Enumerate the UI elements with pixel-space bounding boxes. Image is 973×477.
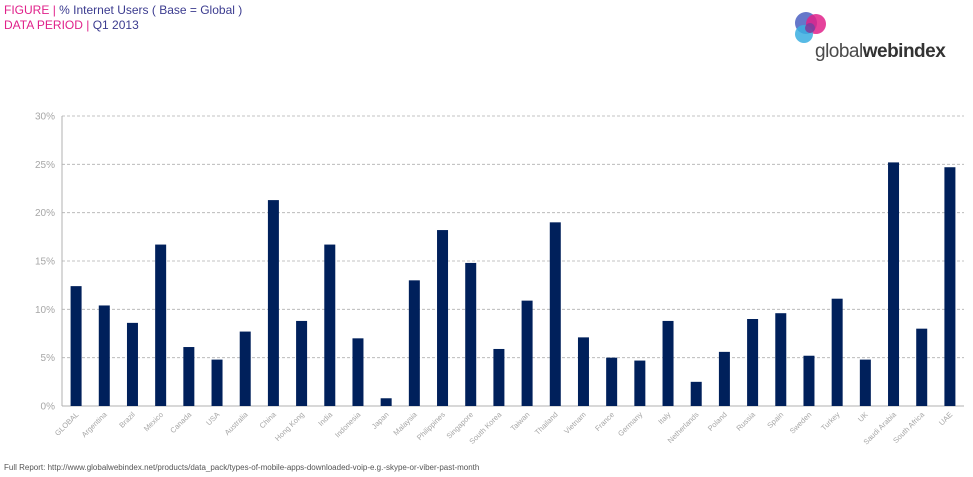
bar xyxy=(352,338,364,406)
bar xyxy=(296,320,308,406)
x-tick-label: Taiwan xyxy=(509,410,532,433)
bar xyxy=(606,357,618,406)
bar xyxy=(408,280,420,406)
bar xyxy=(577,337,589,406)
globalwebindex-logo: globalwebindex xyxy=(793,8,968,68)
x-tick-label: Russia xyxy=(734,409,757,432)
x-tick-label: Philippines xyxy=(415,410,447,442)
bar xyxy=(747,319,759,406)
x-tick-label: Australia xyxy=(223,409,251,437)
logo-circles-icon xyxy=(795,12,826,43)
bar xyxy=(155,244,167,406)
period-text: Q1 2013 xyxy=(92,18,139,32)
logo-wordmark: globalwebindex xyxy=(815,41,946,63)
x-tick-label: Canada xyxy=(168,409,194,435)
bar xyxy=(493,348,505,406)
chart-header: FIGURE | % Internet Users ( Base = Globa… xyxy=(4,3,242,33)
period-label: DATA PERIOD xyxy=(4,18,83,32)
bar xyxy=(465,262,477,406)
y-tick-label: 25% xyxy=(35,160,55,171)
y-tick-label: 10% xyxy=(35,305,55,316)
y-tick-label: 5% xyxy=(41,353,56,364)
x-tick-label: Mexico xyxy=(142,410,165,433)
logo-text-bold: webindex xyxy=(862,41,946,62)
x-tick-label: Germany xyxy=(616,410,644,438)
x-tick-label: Malaysia xyxy=(391,409,419,437)
bar xyxy=(380,398,392,406)
period-line: DATA PERIOD | Q1 2013 xyxy=(4,18,242,33)
bar xyxy=(98,305,110,406)
y-tick-label: 15% xyxy=(35,257,55,268)
bar xyxy=(775,313,787,406)
bar xyxy=(211,359,223,406)
logo-text-regular: global xyxy=(815,41,863,62)
bar xyxy=(690,381,702,406)
x-tick-label: France xyxy=(593,410,616,433)
footer-source: Full Report: http://www.globalwebindex.n… xyxy=(4,463,480,472)
x-tick-label: Sweden xyxy=(788,410,814,436)
period-separator: | xyxy=(86,18,90,32)
bar xyxy=(634,360,646,406)
x-tick-label: Turkey xyxy=(819,410,842,433)
bar xyxy=(944,167,956,406)
bar xyxy=(662,320,674,406)
bar xyxy=(70,286,82,406)
bar-chart: 0% 5% 10% 15% 20% 25% 30% GLOBAL Argentina Brazil… xyxy=(35,112,964,446)
bar xyxy=(831,298,843,406)
x-tick-label: Spain xyxy=(765,410,785,430)
bar xyxy=(888,162,900,406)
bar xyxy=(183,347,195,406)
x-tick-label: UAE xyxy=(937,410,954,427)
bar xyxy=(267,200,279,406)
x-tick-label: USA xyxy=(204,410,221,427)
x-tick-label: Vietnam xyxy=(562,410,588,436)
bar xyxy=(549,222,561,406)
figure-separator: | xyxy=(52,3,56,17)
figure-line: FIGURE | % Internet Users ( Base = Globa… xyxy=(4,3,242,18)
figure-label: FIGURE xyxy=(4,3,50,17)
bar xyxy=(126,322,138,406)
x-tick-label: China xyxy=(258,409,279,430)
x-tick-label: India xyxy=(316,409,334,427)
x-tick-label: Italy xyxy=(656,410,672,426)
x-tick-label: Poland xyxy=(706,410,729,433)
x-tick-label: Thailand xyxy=(533,410,560,437)
bar xyxy=(239,331,251,406)
x-tick-label: South Africa xyxy=(891,409,927,445)
x-tick-label: Japan xyxy=(370,410,391,431)
y-tick-label: 0% xyxy=(41,402,56,413)
figure-text: % Internet Users ( Base = Global ) xyxy=(59,3,243,17)
y-tick-label: 30% xyxy=(35,112,55,123)
x-tick-label: UK xyxy=(856,410,870,424)
bar xyxy=(718,351,730,406)
x-tick-label: Indonesia xyxy=(333,409,363,439)
bar xyxy=(324,244,336,406)
bar xyxy=(437,230,449,406)
x-tick-label: Argentina xyxy=(80,409,110,439)
x-tick-label: Brazil xyxy=(117,410,137,430)
bar xyxy=(521,300,533,406)
x-tick-label: Hong Kong xyxy=(273,410,306,443)
bar xyxy=(859,359,871,406)
x-tick-label: GLOBAL xyxy=(53,410,81,438)
y-tick-label: 20% xyxy=(35,208,55,219)
bar xyxy=(916,328,928,406)
bar xyxy=(803,355,815,406)
